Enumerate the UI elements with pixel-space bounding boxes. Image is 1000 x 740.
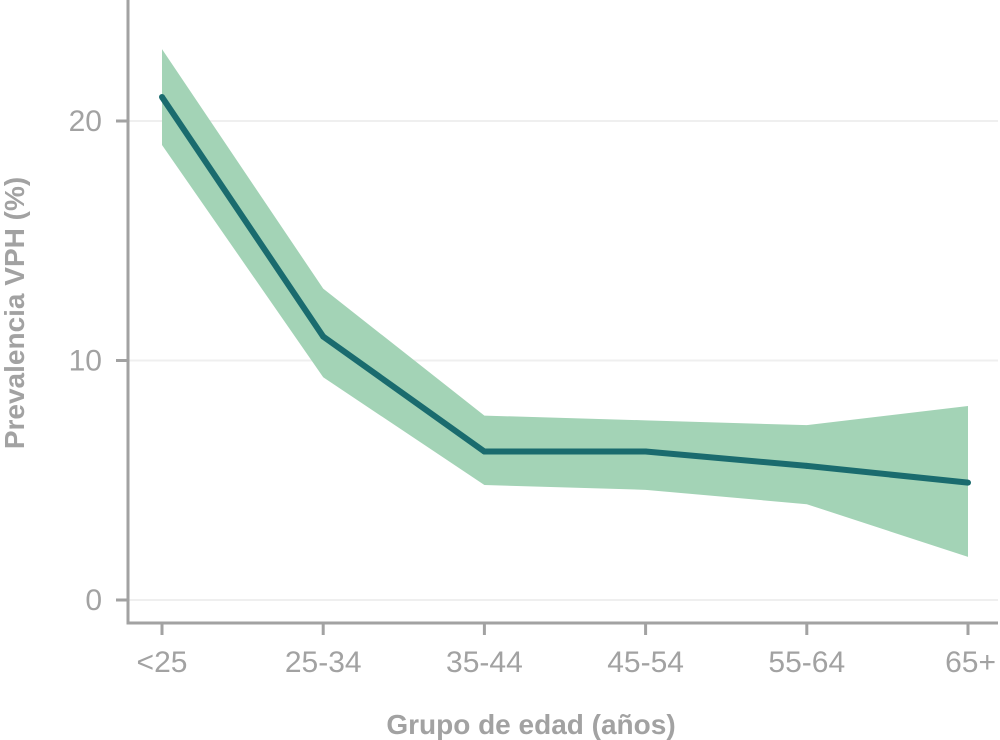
x-tick-label: 45-54 <box>607 646 684 679</box>
x-tick-label: 25-34 <box>285 646 362 679</box>
confidence-band-layer <box>162 49 968 557</box>
x-tick-label: 55-64 <box>768 646 845 679</box>
grid-layer <box>128 120 998 601</box>
tick-label-layer: 0 10 20 <25 25-34 35-44 45-54 55-64 65+ <box>69 105 996 679</box>
x-tick-label: 35-44 <box>446 646 523 679</box>
x-axis-title: Grupo de edad (años) <box>386 709 675 740</box>
axis-layer <box>116 0 998 635</box>
data-point <box>159 94 165 101</box>
x-tick-label: <25 <box>137 646 188 679</box>
y-axis-title: Prevalencia VPH (%) <box>0 177 30 449</box>
series-line <box>159 95 969 486</box>
confidence-band <box>162 49 968 557</box>
y-tick-label: 0 <box>85 584 102 617</box>
data-point <box>965 479 971 486</box>
series-line-layer <box>159 94 971 486</box>
y-tick-label: 20 <box>69 105 102 138</box>
y-tick-label: 10 <box>69 345 102 378</box>
data-point <box>803 462 810 469</box>
data-point <box>642 448 649 455</box>
data-point <box>320 333 327 340</box>
data-point <box>481 448 488 455</box>
x-tick-label: 65+ <box>945 646 996 679</box>
